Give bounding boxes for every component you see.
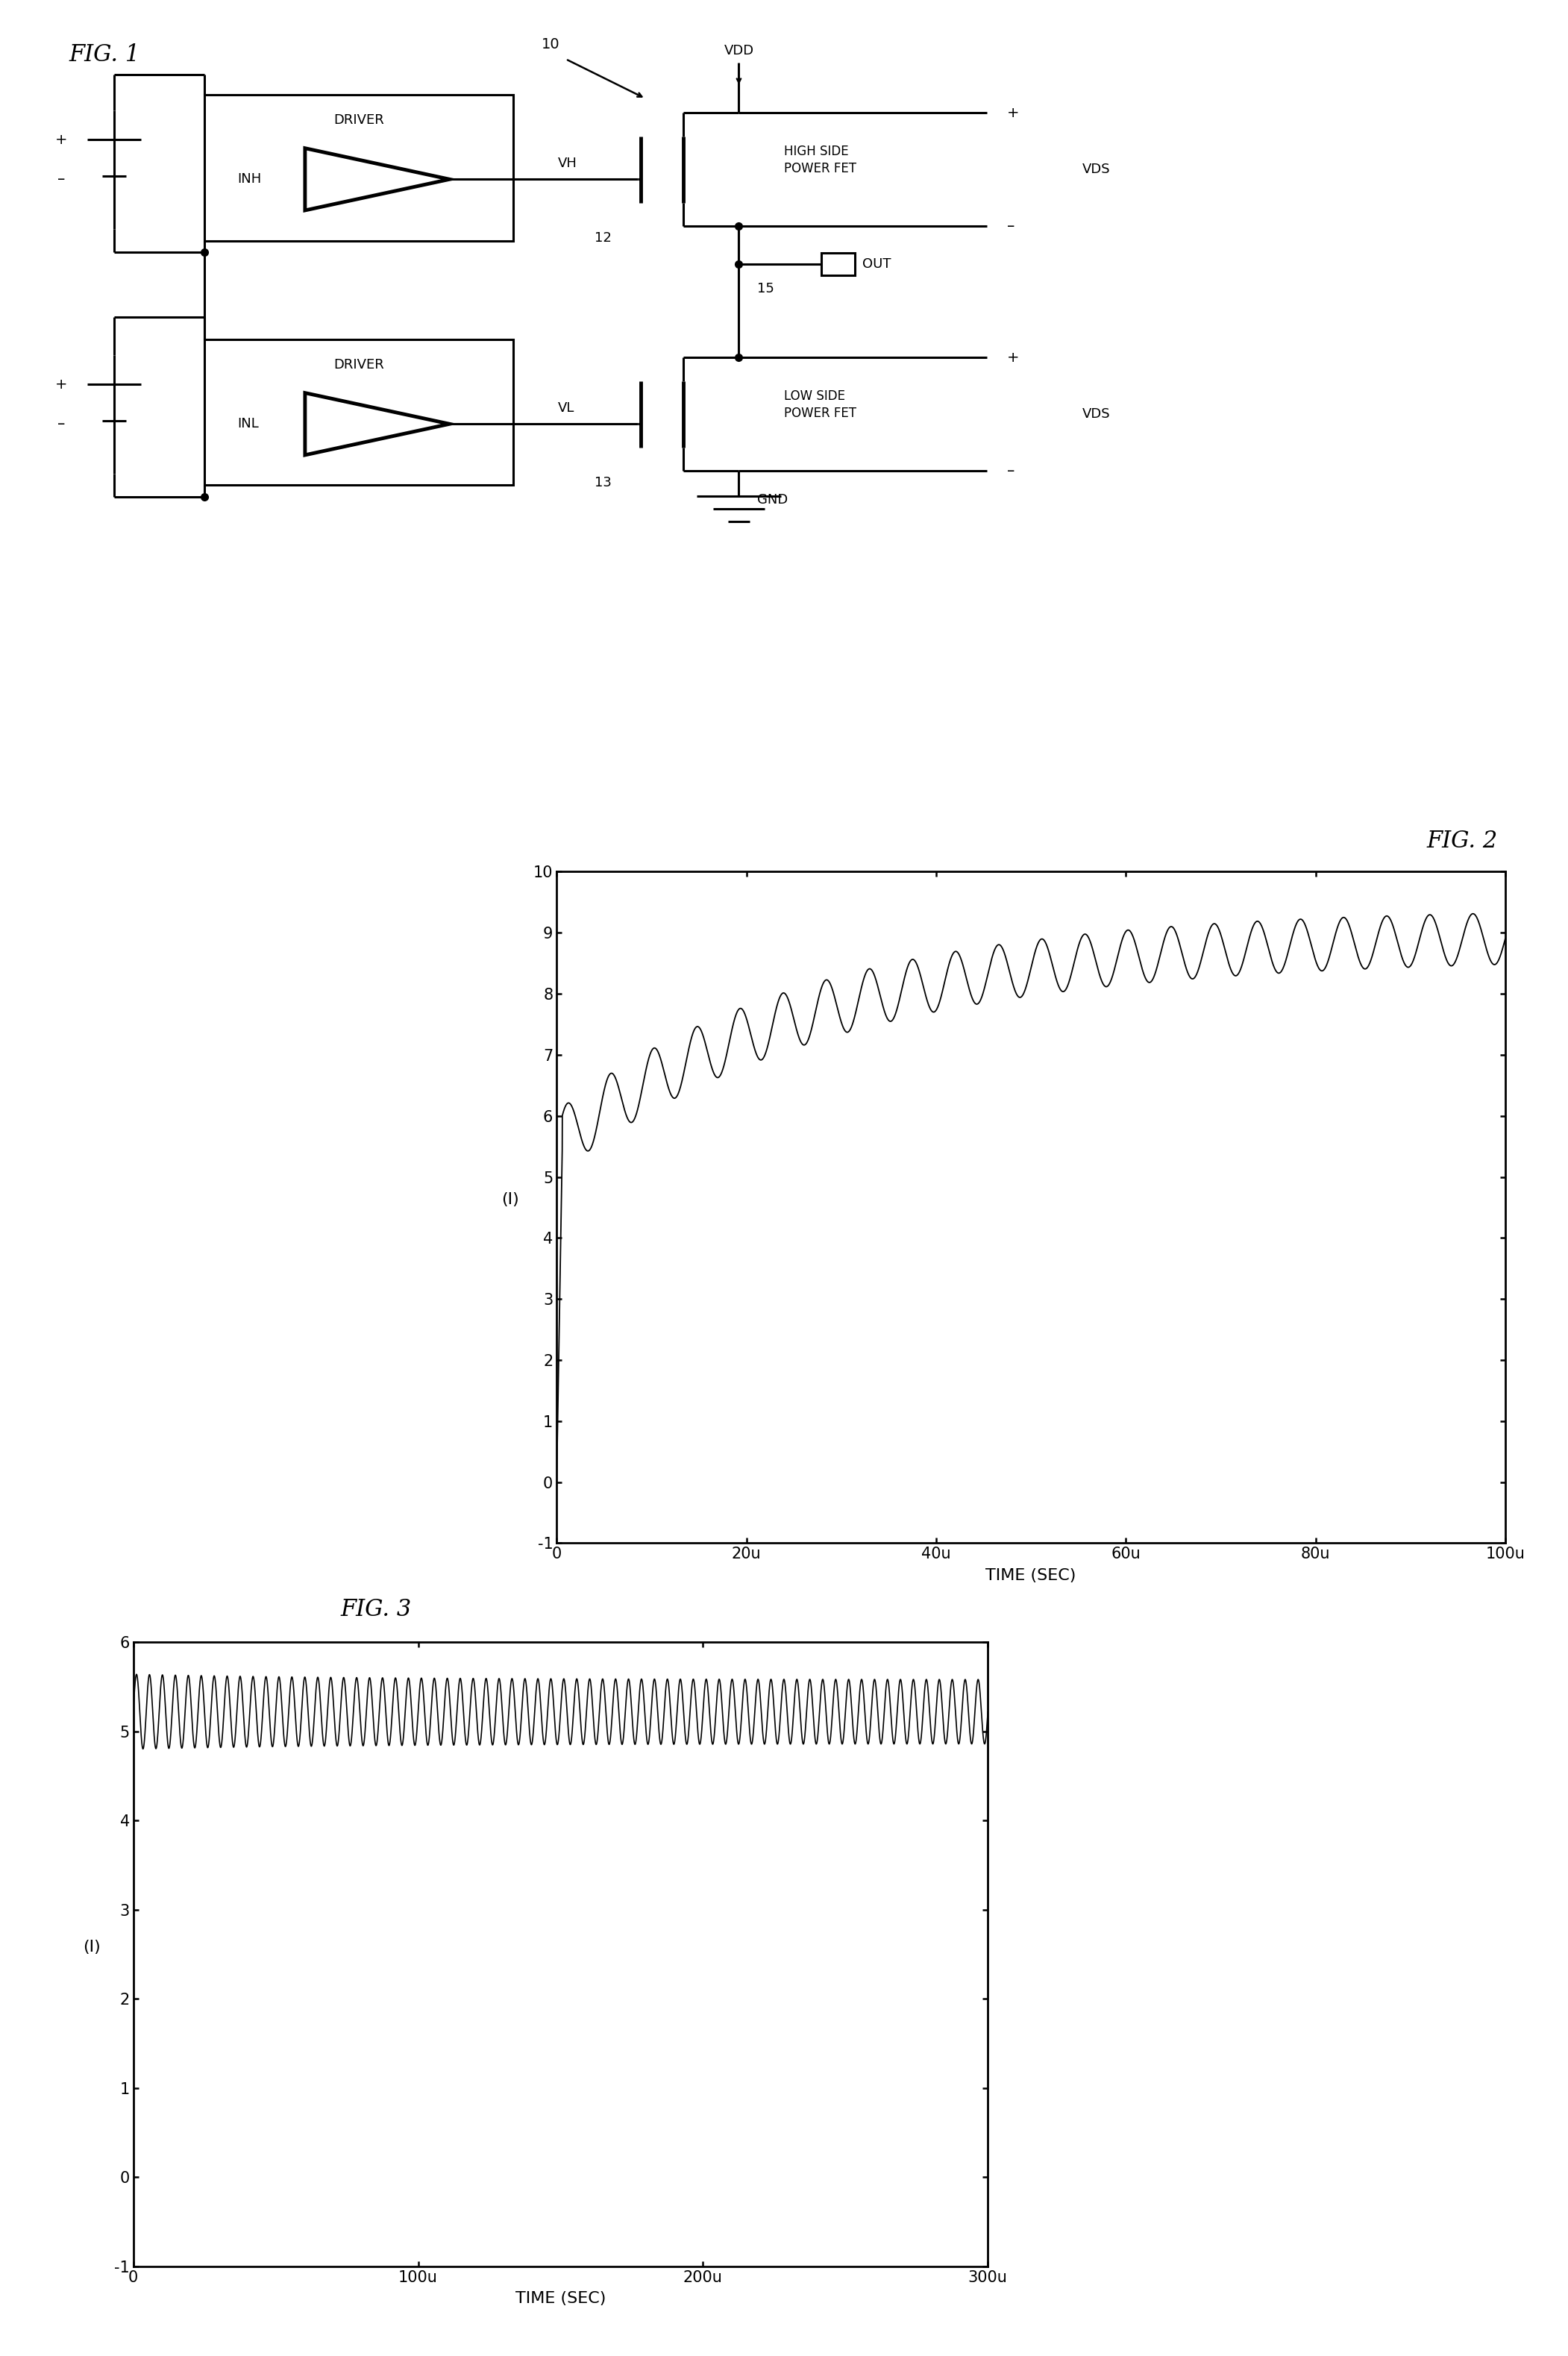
Text: –: – <box>58 417 66 431</box>
Text: GND: GND <box>757 492 787 507</box>
Text: FIG. 3: FIG. 3 <box>340 1597 412 1621</box>
Text: INH: INH <box>238 172 262 186</box>
Text: VDS: VDS <box>1082 163 1110 177</box>
Text: HIGH SIDE
POWER FET: HIGH SIDE POWER FET <box>784 144 856 177</box>
Text: FIG. 1: FIG. 1 <box>69 42 140 66</box>
X-axis label: TIME (SEC): TIME (SEC) <box>516 2292 605 2307</box>
Text: VDS: VDS <box>1082 408 1110 422</box>
Y-axis label: (I): (I) <box>502 1192 519 1206</box>
Text: VH: VH <box>558 155 577 170</box>
X-axis label: TIME (SEC): TIME (SEC) <box>986 1569 1076 1583</box>
Y-axis label: (I): (I) <box>83 1939 100 1955</box>
Text: 13: 13 <box>594 476 612 490</box>
Bar <box>822 252 855 276</box>
Text: +: + <box>55 377 67 391</box>
Text: 15: 15 <box>757 283 775 294</box>
Text: +: + <box>55 132 67 146</box>
Text: +: + <box>1007 106 1019 120</box>
Bar <box>204 339 513 485</box>
Text: LOW SIDE
POWER FET: LOW SIDE POWER FET <box>784 389 856 419</box>
Text: DRIVER: DRIVER <box>334 358 384 372</box>
Text: –: – <box>58 172 66 186</box>
Text: –: – <box>1007 219 1014 233</box>
Text: VL: VL <box>558 401 575 415</box>
Bar <box>204 94 513 240</box>
Text: 10: 10 <box>541 38 560 52</box>
Text: 12: 12 <box>594 231 612 245</box>
Text: INL: INL <box>238 417 259 431</box>
Text: DRIVER: DRIVER <box>334 113 384 127</box>
Text: FIG. 2: FIG. 2 <box>1427 829 1497 853</box>
Text: OUT: OUT <box>862 257 891 271</box>
Text: VDD: VDD <box>724 45 754 57</box>
Text: +: + <box>1007 351 1019 365</box>
Text: –: – <box>1007 464 1014 478</box>
